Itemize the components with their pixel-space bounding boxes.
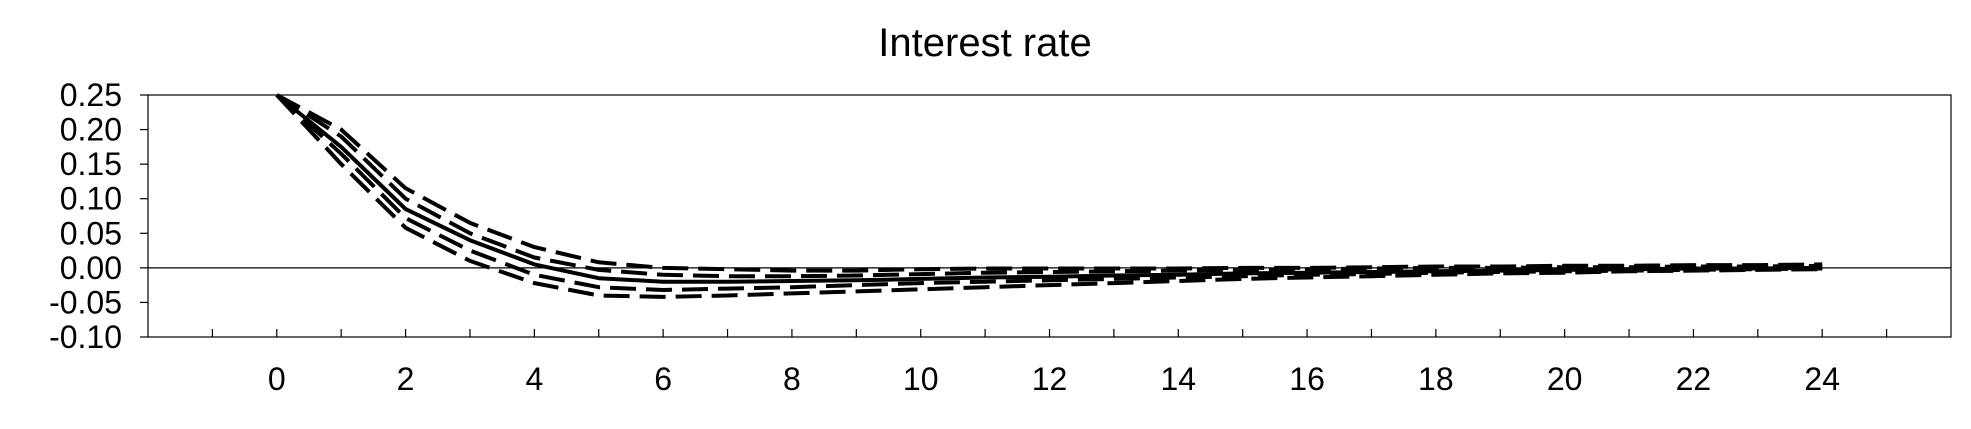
y-tick-label: 0.00 bbox=[60, 250, 122, 286]
x-tick-label: 18 bbox=[1418, 361, 1454, 397]
x-axis: 0 2 4 6 8 10 12 14 16 18 20 22 24 bbox=[211, 329, 1888, 397]
y-tick-label: -0.10 bbox=[49, 319, 122, 355]
y-tick-label: 0.10 bbox=[60, 181, 122, 217]
x-tick-label: 8 bbox=[783, 361, 801, 397]
chart-title: Interest rate bbox=[878, 21, 1091, 65]
y-tick-label: -0.05 bbox=[49, 284, 122, 320]
y-tick-label: 0.20 bbox=[60, 112, 122, 148]
impulse-response-line-0 bbox=[275, 93, 1823, 284]
confidence-band-line-4 bbox=[275, 93, 1823, 299]
y-axis: 0.250.200.150.100.050.00-0.05-0.10 bbox=[49, 77, 148, 355]
y-tick-label: 0.25 bbox=[60, 77, 122, 113]
confidence-band-line-3 bbox=[275, 93, 1823, 292]
x-tick-label: 4 bbox=[525, 361, 543, 397]
x-tick-label: 24 bbox=[1804, 361, 1840, 397]
x-tick-label: 16 bbox=[1289, 361, 1325, 397]
x-tick-label: 22 bbox=[1676, 361, 1712, 397]
x-tick-label: 10 bbox=[903, 361, 939, 397]
x-tick-label: 12 bbox=[1032, 361, 1068, 397]
y-tick-label: 0.15 bbox=[60, 146, 122, 182]
x-tick-label: 2 bbox=[397, 361, 415, 397]
confidence-band-line-1 bbox=[275, 93, 1823, 273]
x-tick-label: 6 bbox=[654, 361, 672, 397]
y-tick-label: 0.05 bbox=[60, 215, 122, 251]
confidence-band-line-2 bbox=[275, 93, 1823, 279]
x-tick-label: 20 bbox=[1547, 361, 1583, 397]
x-tick-label: 14 bbox=[1160, 361, 1196, 397]
x-tick-label: 0 bbox=[268, 361, 286, 397]
series-group bbox=[275, 93, 1823, 299]
